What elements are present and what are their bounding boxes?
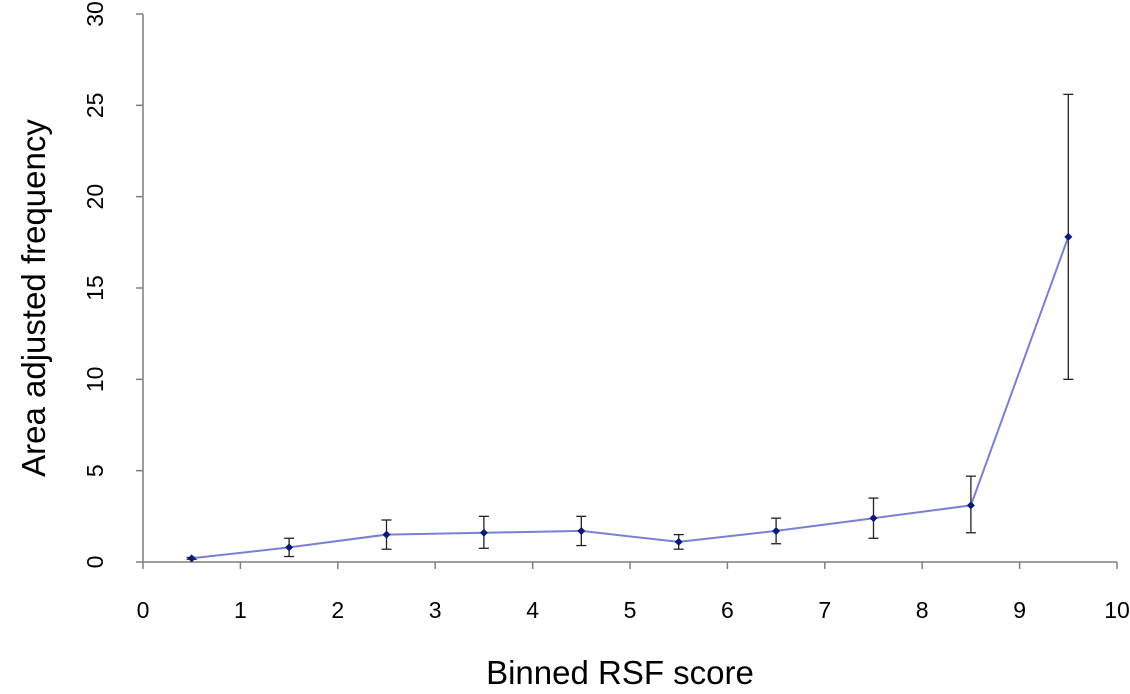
data-point — [187, 554, 196, 563]
y-tick-label: 10 — [82, 367, 108, 393]
y-tick-label: 15 — [82, 275, 108, 301]
y-axis: 0 5 10 15 20 25 30 — [82, 1, 144, 569]
x-tick-label: 2 — [331, 597, 344, 623]
y-tick-label: 30 — [82, 1, 108, 27]
data-point — [479, 528, 488, 537]
data-point — [869, 514, 878, 523]
data-point — [285, 543, 294, 552]
data-point — [674, 537, 683, 546]
y-tick-label: 20 — [82, 184, 108, 210]
x-tick-label: 1 — [234, 597, 247, 623]
data-point — [382, 530, 391, 539]
data-markers — [187, 232, 1073, 563]
y-tick-label: 25 — [82, 93, 108, 119]
x-axis: 0 1 2 3 4 5 6 7 8 9 10 — [137, 561, 1130, 623]
series-line — [191, 236, 1070, 560]
x-tick-label: 3 — [429, 597, 442, 623]
y-axis-title: Area adjusted frequency — [15, 119, 52, 477]
data-point — [577, 526, 586, 535]
data-point — [772, 526, 781, 535]
x-tick-label: 7 — [818, 597, 831, 623]
data-point — [1064, 232, 1073, 241]
x-tick-label: 6 — [721, 597, 734, 623]
x-axis-title: Binned RSF score — [486, 654, 754, 691]
y-tick-label: 5 — [82, 464, 108, 477]
x-tick-label: 10 — [1104, 597, 1130, 623]
series-lines — [191, 236, 1070, 560]
data-point — [966, 501, 975, 510]
x-tick-label: 4 — [526, 597, 539, 623]
x-tick-label: 5 — [624, 597, 637, 623]
y-tick-label: 0 — [82, 556, 108, 569]
x-tick-label: 8 — [916, 597, 929, 623]
x-tick-label: 9 — [1013, 597, 1026, 623]
x-tick-label: 0 — [137, 597, 150, 623]
error-bars — [186, 93, 1074, 560]
